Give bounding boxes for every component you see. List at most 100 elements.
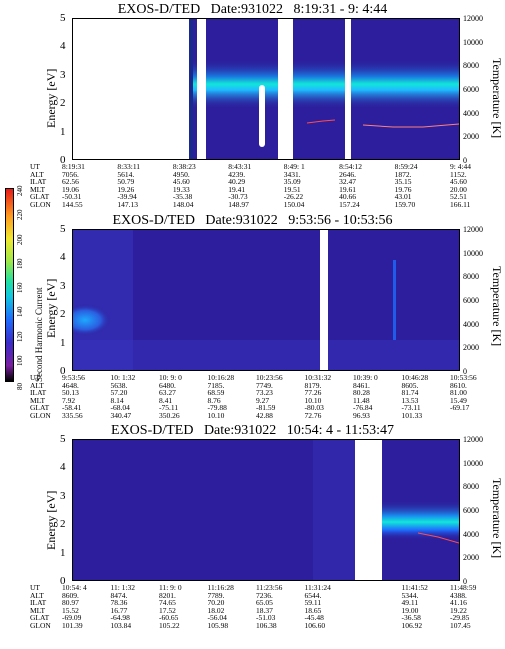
panel-3-orbit-value: 59.11: [304, 598, 322, 607]
panel-1-orbit-value: 166.11: [450, 199, 471, 209]
panel-1-orbit-label: ALT: [30, 169, 44, 179]
panel-1-orbit-value: 50.79: [117, 177, 135, 186]
panel-1-orbit-value: -50.31: [62, 192, 82, 201]
panel-1-orbit-value: 45.60: [450, 177, 467, 186]
panel-3-orbit-value: 17.52: [159, 605, 176, 615]
panel-1-orbit-value: 8:54:12: [339, 162, 363, 171]
panel-3-orbit-value: 11: 1:32: [110, 583, 136, 592]
panel-2-orbit-value: 6480.: [159, 380, 176, 390]
panel-2-orbit-value: 10.10: [207, 410, 225, 420]
panel-3-plot: [72, 439, 460, 581]
colorbar: [5, 188, 14, 382]
panel-3-orbit-label: MLT: [30, 605, 46, 615]
panel-3-orbit-value: 18.65: [304, 605, 322, 615]
panel-2-orbit-value: -68.04: [110, 403, 130, 412]
panel-1-orbit-value: 19.06: [62, 184, 79, 194]
panel-1-orbit-value: 5614.: [117, 169, 135, 179]
panel-1-orbit-value: 45.60: [172, 177, 190, 186]
panel-3-orbit-value: 41.16: [450, 598, 467, 607]
panel-1-orbit-value: 159.70: [394, 199, 416, 209]
panel-1-orbit-value: 147.13: [117, 199, 139, 209]
panel-2-orbit-value: 4648.: [62, 380, 79, 390]
panel-2-orbit-value: 8.41: [159, 395, 173, 405]
panel-3-orbit-value: 7236.: [256, 590, 273, 600]
panel-1-ytick-right: 12000: [463, 14, 483, 23]
panel-1-orbit-value: 144.55: [62, 199, 83, 209]
panel-1-title: EXOS-D/TED Date:931022 8:19:31 - 9: 4:44: [117, 2, 388, 17]
panel-2-orbit-value: 9.27: [256, 395, 270, 405]
colorbar-tick: 200: [16, 234, 24, 245]
panel-3-orbit-value: 106.38: [256, 620, 277, 630]
panel-2-orbit-value: 8605.: [401, 380, 419, 390]
panel-1-temp-curve: [306, 119, 336, 124]
panel-3-gap-1: [355, 440, 382, 580]
panel-2-orbit-value: 50.13: [62, 388, 79, 397]
panel-1-heatmap: [73, 19, 459, 159]
panel-2-orbit-value: 7.92: [62, 395, 76, 405]
panel-2-orbit-label: UT: [30, 373, 40, 382]
panel-1-orbit-value: 9: 4:44: [450, 162, 472, 171]
panel-1-orbit-value: -26.22: [283, 192, 304, 201]
panel-1-ylabel: Energy [eV]: [44, 68, 58, 128]
panel-1-orbit-value: 8:38:23: [172, 162, 196, 171]
panel-2-orbit-value: 10:39: 0: [353, 373, 378, 382]
panel-3-orbit-value: -29.85: [450, 613, 470, 622]
colorbar-tick: 100: [16, 355, 24, 366]
panel-1-orbit-value: 19.61: [339, 184, 357, 194]
panel-3-ytick-right: 10000: [463, 458, 483, 468]
panel-2-ytick-right: 8000: [463, 272, 479, 282]
panel-1-ytick: 4: [60, 40, 66, 53]
panel-1-gap-3: [345, 19, 351, 159]
panel-1-orbit-value: 19.33: [172, 184, 190, 194]
panel-1-orbit-value: 35.15: [394, 177, 412, 186]
panel-1-orbit-value: -39.94: [117, 192, 137, 201]
panel-1-ytick: 2: [60, 97, 66, 110]
panel-3-orbit-value: 6544.: [304, 590, 322, 600]
panel-2-ytick: 3: [60, 279, 66, 292]
panel-2-orbit-value: 101.33: [401, 410, 423, 420]
panel-1-orbit-value: 35.09: [283, 177, 301, 186]
panel-1-orbit-value: 40.66: [339, 192, 357, 201]
panel-2-orbit-label: ILAT: [30, 388, 47, 397]
colorbar-tick: 80: [16, 383, 24, 390]
panel-3-orbit-value: 15.52: [62, 605, 79, 615]
panel-2-orbit-value: 8.76: [207, 395, 221, 405]
panel-3-ytick-right: 12000: [463, 435, 483, 444]
panel-3-ytick: 2: [60, 518, 66, 531]
panel-1-ytick-right: 2000: [463, 132, 479, 142]
panel-2-orbit-value: 8610.: [450, 380, 467, 390]
panel-3-orbit-value: 106.60: [304, 620, 326, 630]
panel-1-orbit-value: -35.38: [172, 192, 193, 201]
panel-3-orbit-value: 11:48:59: [450, 583, 477, 592]
panel-3-orbit-value: 10:54: 4: [62, 583, 87, 592]
panel-3-orbit-value: 19.22: [450, 605, 467, 615]
panel-3-ytick-right: 4000: [463, 529, 479, 539]
panel-1-energy-band: [189, 59, 459, 109]
panel-2-orbit-value: 10: 9: 0: [159, 373, 182, 382]
panel-2-ytick-right: 0: [463, 367, 467, 376]
panel-1-orbit-value: 1152.: [450, 169, 467, 179]
panel-2-orbit-value: 10:31:32: [304, 373, 332, 382]
panel-2-orbit-value: 9:53:56: [62, 373, 85, 382]
panel-3-orbit-value: 11:16:28: [207, 583, 234, 592]
panel-1-orbit-value: 19.26: [117, 184, 135, 194]
panel-2-orbit-value: 68.59: [207, 388, 225, 397]
panel-2-orbit-value: 81.00: [450, 388, 467, 397]
panel-3-orbit-label: ALT: [30, 590, 44, 600]
panel-1-orbit-value: 3431.: [283, 169, 301, 179]
panel-3-ytick: 5: [60, 433, 66, 445]
panel-1-orbit-value: 4239.: [228, 169, 246, 179]
panel-2-ytick-right: 2000: [463, 343, 479, 353]
panel-2-ylabel-right: Temperature [K]: [490, 266, 504, 347]
panel-1-orbit-label: GLON: [30, 199, 51, 209]
panel-3-orbit-value: 7789.: [207, 590, 225, 600]
panel-2-orbit-label: ALT: [30, 380, 44, 390]
panel-2-orbit-value: -81.59: [256, 403, 276, 412]
panel-3-ytick-right: 6000: [463, 506, 479, 515]
panel-2-ytick-right: 4000: [463, 319, 479, 329]
panel-3-orbit-value: 18.37: [256, 605, 273, 615]
panel-3-orbit-value: -51.03: [256, 613, 276, 622]
panel-2-orbit-value: 10:16:28: [207, 373, 235, 382]
panel-3-orbit-value: 105.98: [207, 620, 229, 630]
panel-2-orbit-value: 5638.: [110, 380, 128, 390]
